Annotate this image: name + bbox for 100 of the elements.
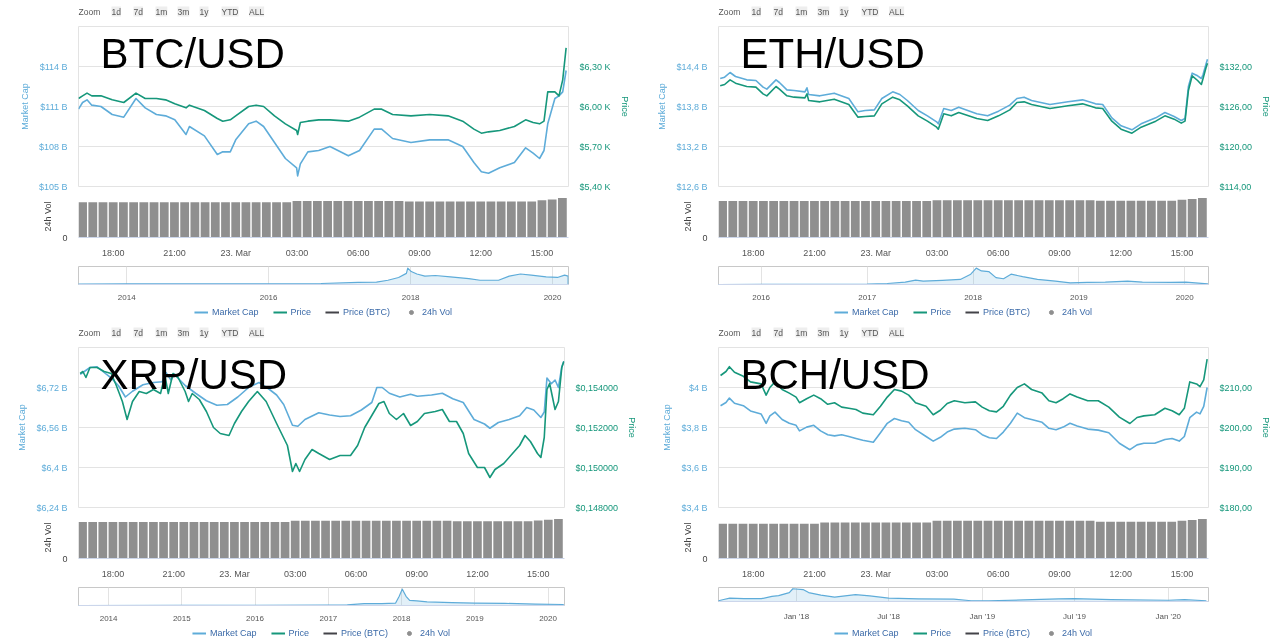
x-tick-label: 15:00: [1170, 568, 1194, 579]
y2-tick-label: $120,00: [1219, 141, 1253, 152]
y2-axis-title: Price: [1261, 96, 1272, 117]
y-tick-label: $3,6 B: [681, 462, 708, 473]
chart-title: XRP/USD: [100, 350, 288, 398]
text: 3m: [177, 327, 190, 338]
x-tick-label: 2020: [543, 292, 563, 302]
legend-label: Market Cap: [211, 306, 259, 317]
x-tick-label: 15:00: [1170, 247, 1194, 258]
x-tick-label: 18:00: [101, 247, 125, 258]
y2-tick-label: $180,00: [1219, 502, 1253, 513]
x-tick-label: 21:00: [162, 568, 185, 579]
y2-tick-label: $190,00: [1219, 462, 1253, 473]
x-tick-label: 2014: [117, 292, 137, 302]
text: Zoom: [78, 327, 101, 338]
legend-label: 24h Vol: [1062, 627, 1093, 638]
text: Zoom: [718, 6, 741, 17]
y-axis-title: Market Cap: [17, 404, 28, 451]
x-tick-label: 2017: [319, 613, 338, 623]
text: 1d: [751, 6, 762, 17]
text: 1y: [839, 327, 850, 338]
x-tick-label: 21:00: [803, 568, 826, 579]
x-tick-label: 2015: [172, 613, 192, 623]
text: 1d: [111, 327, 122, 338]
y-axis-title: 24h Vol: [43, 201, 54, 232]
y-axis-title: Market Cap: [657, 83, 668, 130]
x-tick-label: 2017: [858, 292, 877, 302]
x-tick-label: 21:00: [803, 247, 826, 258]
x-tick-label: 23. Mar: [860, 568, 891, 579]
text: 3m: [177, 6, 190, 17]
chart-title: ETH/USD: [740, 29, 925, 77]
legend-label: Price: [930, 627, 952, 638]
text: 1m: [795, 6, 808, 17]
x-tick-label: 09:00: [1048, 568, 1071, 579]
text: Zoom: [78, 6, 101, 17]
x-tick-label: Jan '20: [1155, 611, 1182, 621]
legend-label: Market Cap: [851, 306, 899, 317]
x-tick-label: 12:00: [469, 247, 492, 258]
text: 1d: [751, 327, 762, 338]
y-axis-title: Market Cap: [662, 404, 673, 451]
y-tick-label: $12,6 B: [676, 181, 708, 192]
legend-label: Price (BTC): [343, 306, 391, 317]
x-tick-label: 03:00: [283, 568, 307, 579]
legend-label: Price: [290, 306, 312, 317]
x-tick-label: 12:00: [466, 568, 489, 579]
text: 1m: [795, 327, 808, 338]
text: YTD: [221, 327, 239, 338]
legend-label: Market Cap: [851, 627, 899, 638]
y-tick-label: $6,24 B: [36, 502, 68, 513]
text: 1y: [839, 6, 850, 17]
x-tick-label: Jul '19: [1063, 611, 1087, 621]
x-tick-label: 18:00: [741, 247, 765, 258]
chart-title: BTC/USD: [100, 29, 285, 77]
y2-tick-label: $0,148000: [575, 502, 619, 513]
text: 1m: [155, 327, 168, 338]
x-tick-label: 2014: [99, 613, 119, 623]
text: YTD: [861, 6, 879, 17]
text: 7d: [773, 6, 784, 17]
x-tick-label: 03:00: [925, 247, 949, 258]
y-axis-title: 24h Vol: [683, 522, 694, 553]
x-tick-label: 03:00: [285, 247, 309, 258]
x-tick-label: 15:00: [526, 568, 550, 579]
x-tick-label: 18:00: [741, 568, 765, 579]
legend-label: 24h Vol: [420, 627, 451, 638]
y2-tick-label: $5,40 K: [579, 181, 611, 192]
y-tick-label: $114 B: [39, 61, 68, 72]
text: 0: [702, 232, 708, 243]
x-tick-label: 2018: [964, 292, 983, 302]
x-tick-label: 06:00: [986, 247, 1010, 258]
legend-label: Price (BTC): [983, 306, 1031, 317]
y-axis-title: Market Cap: [19, 83, 30, 130]
text: 7d: [133, 327, 144, 338]
text: ALL: [889, 327, 905, 338]
text: 0: [702, 553, 708, 564]
y-tick-label: $6,56 B: [36, 422, 68, 433]
legend-label: 24h Vol: [1062, 306, 1093, 317]
y-tick-label: $108 B: [38, 141, 68, 152]
text: 1m: [155, 6, 168, 17]
x-tick-label: Jul '18: [877, 611, 901, 621]
y-axis-title: 24h Vol: [683, 201, 694, 232]
text: YTD: [861, 327, 879, 338]
x-tick-label: 2016: [752, 292, 771, 302]
text: 3m: [817, 6, 830, 17]
y-tick-label: $4 B: [688, 382, 708, 393]
x-tick-label: 2016: [259, 292, 279, 302]
y-axis-title: 24h Vol: [43, 522, 54, 553]
y-tick-label: $6,72 B: [36, 382, 68, 393]
legend-label: Price (BTC): [341, 627, 389, 638]
y-tick-label: $3,4 B: [681, 502, 708, 513]
y-tick-label: $13,8 B: [676, 101, 708, 112]
text: 1d: [111, 6, 122, 17]
y2-tick-label: $6,00 K: [579, 101, 611, 112]
text: 7d: [773, 327, 784, 338]
x-tick-label: 18:00: [101, 568, 125, 579]
x-tick-label: 06:00: [346, 247, 370, 258]
text: 3m: [817, 327, 830, 338]
y2-axis-title: Price: [1261, 417, 1272, 438]
y-tick-label: $105 B: [38, 181, 68, 192]
text: ALL: [249, 6, 265, 17]
y2-tick-label: $0,150000: [575, 462, 619, 473]
